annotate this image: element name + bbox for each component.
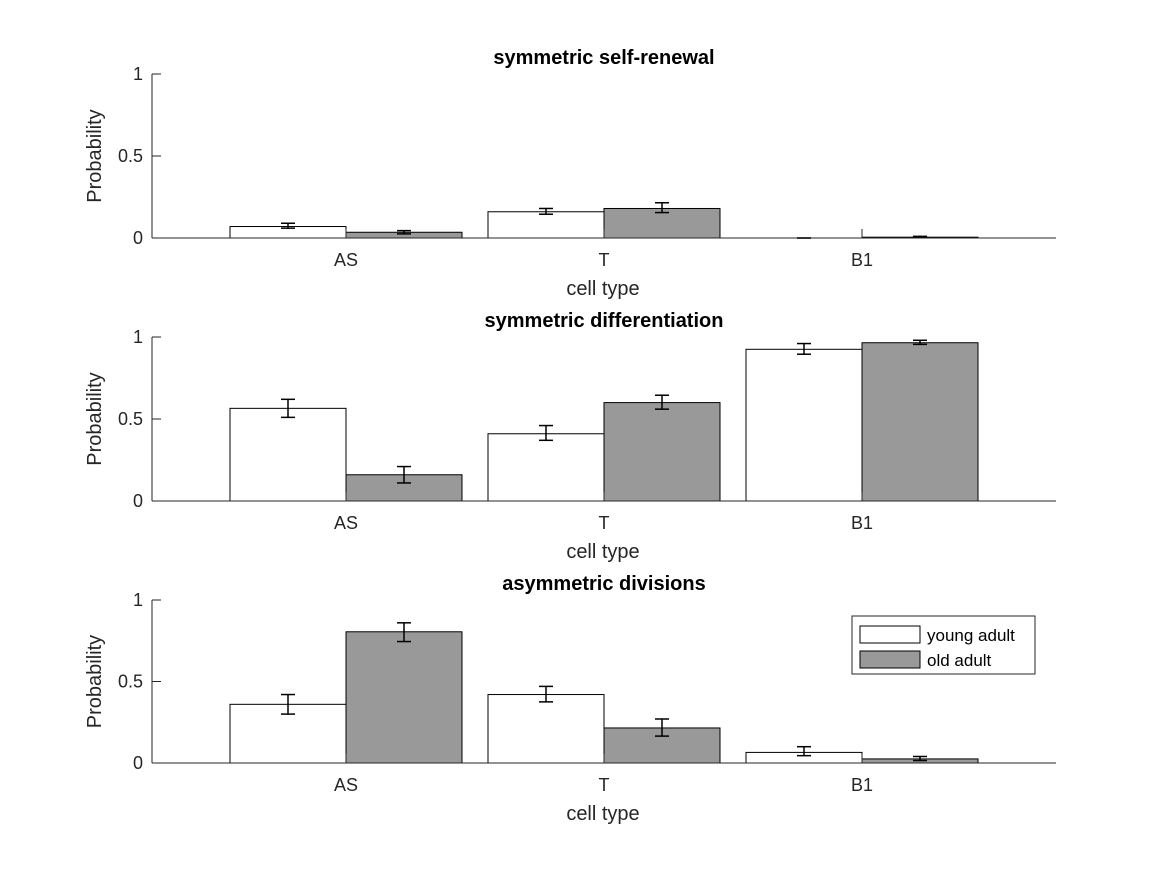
y-tick-label: 0 [133,228,143,248]
error-bar-old-AS [397,465,411,484]
x-tick-label-B1: B1 [851,775,873,795]
x-tick-label-AS: AS [334,775,358,795]
bar-old-T [603,402,721,502]
error-bar-young-B1 [797,745,811,757]
error-bar-old-B1 [913,235,927,239]
error-bar-old-T [655,718,669,737]
y-tick-label: 1 [133,590,143,610]
bar-old-B1 [861,342,979,502]
y-tick-label: 1 [133,64,143,84]
legend-label-old: old adult [927,651,992,670]
error-bar-old-AS [397,622,411,643]
legend-swatch-young [859,625,921,644]
error-bar-young-AS [281,693,295,715]
x-axis-label: cell type [566,278,639,300]
bar-young-AS [229,407,347,502]
error-bar-young-AS [281,398,295,419]
chart-title: asymmetric divisions [502,573,705,595]
y-tick-label: 0 [133,753,143,773]
chart-panel-3: 0 0.5 1 AS T B1 cell type Probability asymmetric… [84,573,1056,825]
error-bar-old-AS [397,229,411,235]
x-tick-label-AS: AS [334,513,358,533]
y-tick-label: 0 [133,491,143,511]
y-tick-label: 0.5 [118,146,143,166]
bar-old-T [603,207,721,239]
legend-swatch-old [859,650,921,669]
y-axis-label: Probability [84,109,106,202]
x-tick-label-AS: AS [334,250,358,270]
bar-young-T [487,694,605,764]
bar-old-AS [345,631,463,764]
x-tick-label-T: T [599,775,610,795]
chart-title: symmetric differentiation [485,310,724,332]
legend-label-young: young adult [927,626,1015,645]
bar-young-T [487,433,605,502]
error-bar-old-T [655,201,669,214]
x-axis-label: cell type [566,541,639,563]
x-axis-label: cell type [566,803,639,825]
error-bar-old-B1 [913,339,927,346]
error-bar-old-B1 [913,755,927,762]
bar-young-T [487,211,605,239]
y-tick-label: 0.5 [118,672,143,692]
x-tick-label-T: T [599,250,610,270]
error-bar-old-T [655,394,669,410]
error-bar-young-AS [281,222,295,229]
error-bar-young-T [539,685,553,703]
legend: young adult old adult [851,615,1036,675]
x-tick-label-T: T [599,513,610,533]
chart-title: symmetric self-renewal [493,47,714,69]
error-bar-young-B1 [797,342,811,355]
x-tick-label-B1: B1 [851,250,873,270]
y-axis-label: Probability [84,372,106,465]
x-tick-label-B1: B1 [851,513,873,533]
chart-panel-1: 0 0.5 1 AS T B1 cell type Probability symmetric … [84,47,1056,300]
y-tick-label: 1 [133,327,143,347]
y-tick-label: 0.5 [118,409,143,429]
chart-panel-2: 0 0.5 1 AS T B1 cell type Probability symmetric … [84,310,1056,563]
error-bar-young-T [539,207,553,215]
y-axis-label: Probability [84,635,106,728]
error-bar-young-T [539,424,553,442]
bar-young-B1 [745,348,863,502]
